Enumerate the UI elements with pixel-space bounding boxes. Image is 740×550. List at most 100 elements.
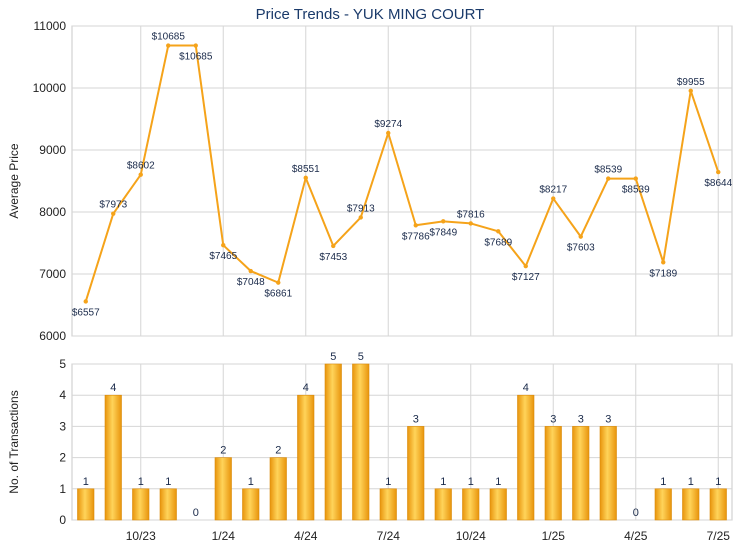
transactions-data-label: 3 — [413, 413, 419, 425]
price-data-label: $7816 — [457, 209, 485, 220]
price-data-label: $7048 — [237, 277, 265, 288]
transactions-data-label: 4 — [303, 382, 309, 394]
price-point — [111, 211, 116, 216]
transactions-panel: 0 1 2 3 4 5 No. of Transactions 1 4 1 1 0 2 1 2 4 5 5 1 3 1 1… — [7, 351, 733, 543]
transactions-data-label: 1 — [715, 476, 721, 488]
x-tick-label: 7/25 — [707, 529, 731, 543]
price-point — [386, 130, 391, 136]
transactions-data-label: 3 — [605, 413, 611, 425]
price-y-tick-label: 6000 — [39, 329, 66, 343]
price-data-label: $7453 — [319, 252, 347, 263]
transactions-bar — [242, 488, 260, 521]
price-point — [358, 215, 363, 220]
transactions-bar — [489, 488, 507, 521]
transactions-y-tick-label: 5 — [59, 357, 66, 371]
transactions-bar — [599, 426, 617, 521]
price-series-line — [84, 44, 720, 302]
transactions-data-label: 1 — [660, 476, 666, 488]
transactions-bar — [132, 488, 150, 521]
transactions-data-label: 1 — [248, 476, 254, 488]
price-point — [716, 169, 721, 175]
price-data-label: $7603 — [567, 243, 595, 254]
price-data-label: $6557 — [72, 307, 100, 318]
price-data-label: $7189 — [649, 268, 677, 279]
price-data-label: $7913 — [347, 203, 375, 214]
transactions-bar — [379, 488, 397, 521]
price-data-label: $8551 — [292, 164, 320, 175]
price-point — [551, 196, 556, 201]
price-point — [661, 260, 666, 265]
transactions-data-label: 1 — [495, 476, 501, 488]
transactions-bar — [159, 488, 177, 521]
price-point — [221, 242, 226, 248]
transactions-bar — [517, 394, 535, 521]
transactions-data-label: 1 — [138, 476, 144, 488]
price-y-tick-label: 10000 — [33, 81, 67, 95]
price-data-label: $8602 — [127, 161, 155, 172]
price-data-label: $8217 — [539, 185, 567, 196]
transactions-bar — [77, 488, 95, 521]
transactions-bar — [462, 488, 480, 521]
price-data-label: $8539 — [594, 165, 622, 176]
price-point — [468, 221, 473, 226]
price-point — [138, 172, 143, 177]
price-point — [633, 176, 638, 181]
transactions-y-tick-label: 2 — [59, 451, 66, 465]
x-tick-label: 10/23 — [126, 529, 156, 543]
transactions-bar — [407, 426, 425, 521]
transactions-data-label: 4 — [523, 382, 529, 394]
transactions-data-label: 1 — [165, 476, 171, 488]
price-y-tick-label: 9000 — [39, 143, 66, 157]
transactions-plot-area — [71, 363, 733, 521]
transactions-bar — [324, 363, 342, 521]
transactions-bar — [654, 488, 672, 521]
price-point — [523, 263, 528, 269]
price-point — [441, 219, 446, 224]
transactions-data-label: 3 — [578, 413, 584, 425]
price-point — [688, 88, 693, 93]
price-point — [578, 234, 583, 239]
price-y-tick-label: 8000 — [39, 205, 66, 219]
price-data-label: $7127 — [512, 272, 540, 283]
transactions-bar — [572, 426, 590, 521]
price-y-tick-label: 7000 — [39, 267, 66, 281]
x-tick-label: 7/24 — [377, 529, 401, 543]
price-y-axis-label: Average Price — [7, 143, 21, 218]
price-data-label: $9955 — [677, 77, 705, 88]
price-point — [248, 268, 253, 274]
x-tick-label: 4/24 — [294, 529, 318, 543]
x-tick-label: 10/24 — [456, 529, 486, 543]
price-data-label: $6861 — [264, 289, 292, 300]
price-data-label: $8644 — [704, 178, 732, 189]
transactions-data-label: 2 — [275, 445, 281, 457]
transactions-data-label: 1 — [83, 476, 89, 488]
transactions-data-label: 5 — [358, 351, 364, 363]
transactions-data-label: 1 — [468, 476, 474, 488]
x-tick-label: 4/25 — [624, 529, 648, 543]
price-point — [166, 43, 171, 48]
transactions-bar — [104, 394, 122, 521]
price-data-label: $10685 — [179, 52, 213, 63]
transactions-data-label: 4 — [110, 382, 116, 394]
price-point — [303, 175, 308, 181]
price-data-label: $8539 — [622, 185, 650, 196]
transactions-y-tick-label: 4 — [59, 388, 66, 402]
transactions-data-label: 1 — [688, 476, 694, 488]
transactions-bar — [269, 457, 287, 521]
transactions-y-tick-label: 3 — [59, 419, 66, 433]
price-data-label: $7786 — [402, 231, 430, 242]
transactions-bar — [682, 488, 700, 521]
price-data-label: $9274 — [374, 119, 402, 130]
price-data-label: $10685 — [152, 32, 186, 43]
price-data-label: $7465 — [209, 251, 237, 262]
transactions-data-label: 0 — [193, 507, 199, 519]
transactions-y-axis-label: No. of Transactions — [7, 390, 21, 493]
price-point — [83, 299, 88, 304]
price-point — [331, 243, 336, 249]
transactions-bar — [352, 363, 370, 521]
transactions-bar — [544, 426, 562, 521]
price-panel: 6000 7000 8000 9000 10000 11000 Average Price $… — [7, 19, 733, 343]
transactions-y-tick-label: 0 — [59, 513, 66, 527]
transactions-data-label: 3 — [550, 413, 556, 425]
